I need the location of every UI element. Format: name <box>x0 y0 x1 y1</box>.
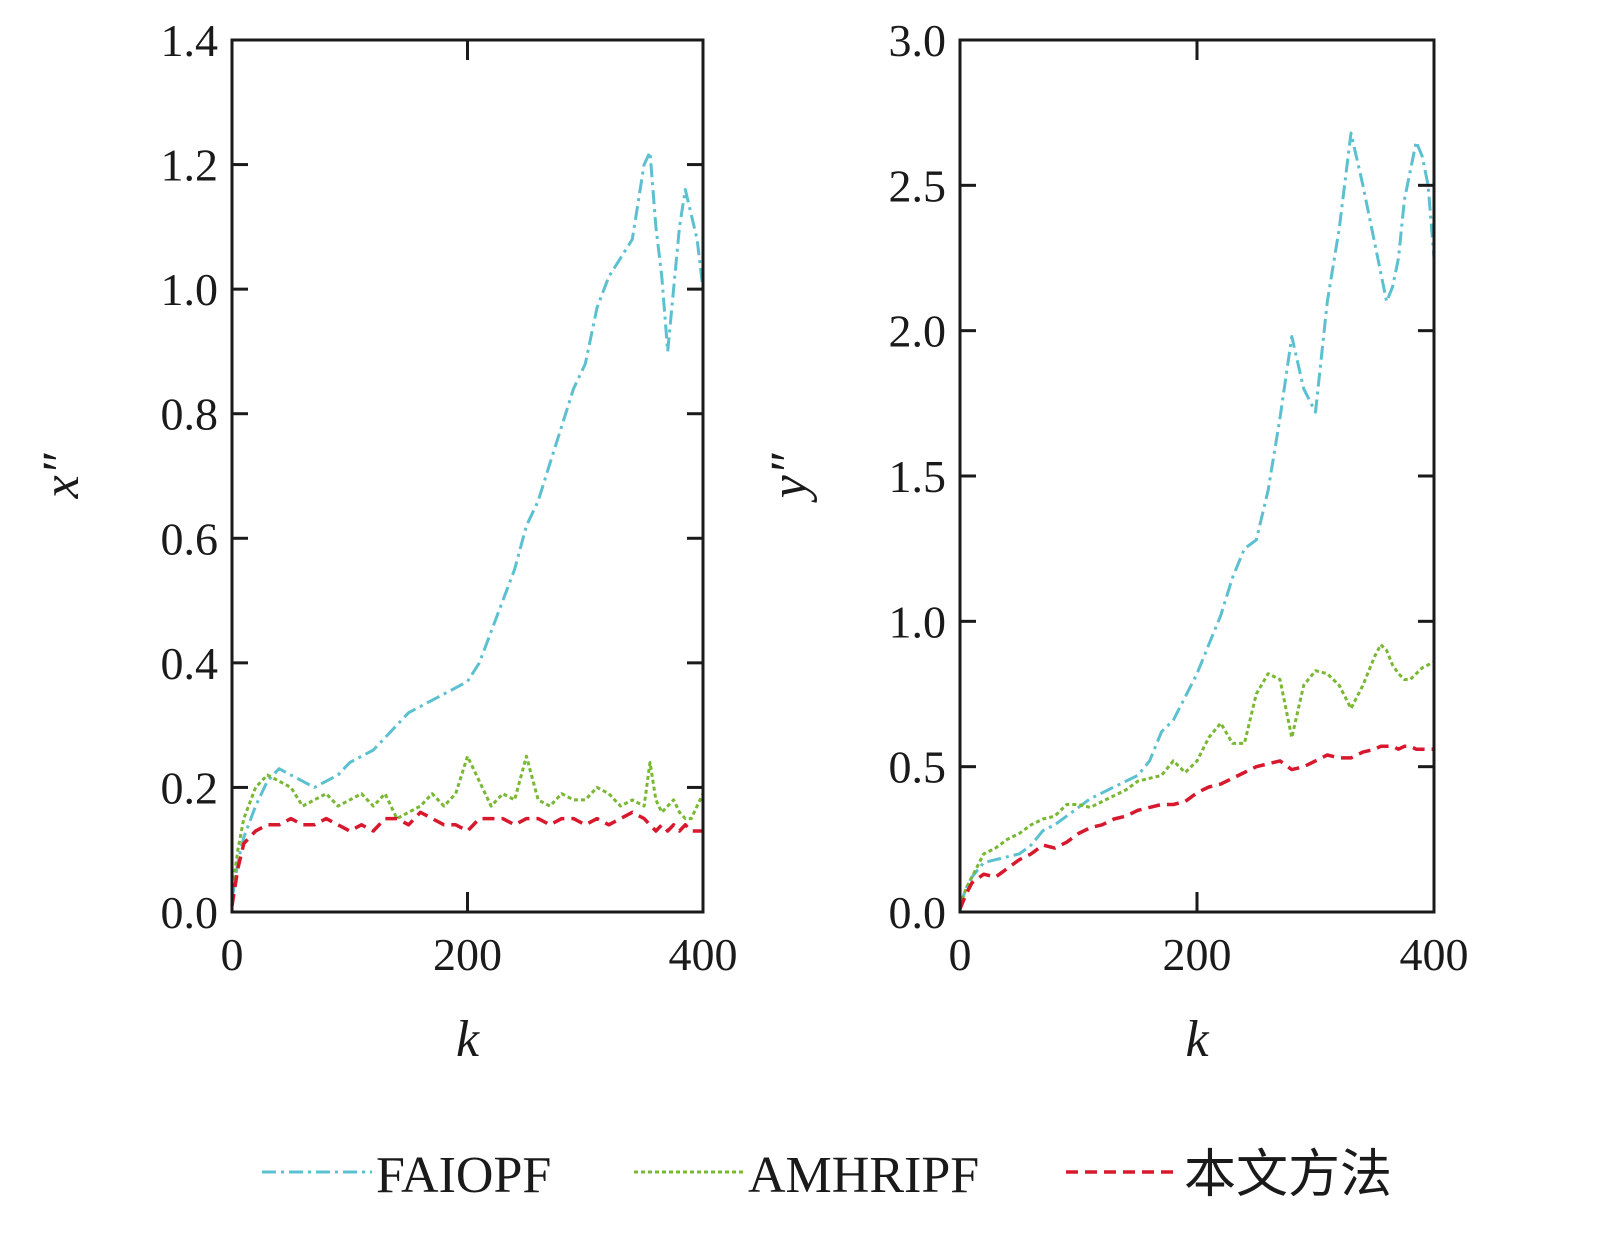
legend-label-amhripf: AMHRIPF <box>748 1147 979 1204</box>
series-line-amhripf <box>958 643 1435 907</box>
y-tick-label: 1.0 <box>889 596 947 647</box>
tick-marks <box>960 40 1434 912</box>
y-tick-labels: 0.0 0.5 1.0 1.5 2.0 2.5 3.0 <box>889 15 947 938</box>
chart-x-double-prime: 0.0 0.2 0.4 0.6 0.8 1.0 1.2 1.4 0 200 400 k x″ <box>33 15 738 1068</box>
x-tick-labels: 0 200 400 <box>221 929 738 980</box>
y-tick-label: 1.5 <box>889 451 947 502</box>
x-tick-label: 0 <box>221 929 244 980</box>
y-tick-label: 0.5 <box>889 742 947 793</box>
y-tick-labels: 0.0 0.2 0.4 0.6 0.8 1.0 1.2 1.4 <box>161 15 219 938</box>
legend-item-faiopf: FAIOPF <box>262 1147 551 1204</box>
y-tick-label: 0.4 <box>161 638 219 689</box>
legend-item-proposed-method: 本文方法 <box>1066 1147 1392 1204</box>
y-tick-label: 0.0 <box>161 887 219 938</box>
x-tick-label: 200 <box>1163 929 1232 980</box>
y-tick-label: 3.0 <box>889 15 947 66</box>
y-tick-label: 2.5 <box>889 160 947 211</box>
y-tick-label: 1.4 <box>161 15 219 66</box>
y-axis-label: y″ <box>761 452 818 503</box>
series-line-faiopf <box>958 131 1436 907</box>
legend-item-amhripf: AMHRIPF <box>634 1147 979 1204</box>
y-tick-label: 0.6 <box>161 513 219 564</box>
legend-label-faiopf: FAIOPF <box>376 1147 551 1204</box>
series-layer <box>958 131 1436 910</box>
series-line-amhripf <box>230 754 705 894</box>
x-axis-label: k <box>456 1011 480 1068</box>
tick-marks <box>232 40 703 912</box>
y-tick-label: 0.8 <box>161 389 219 440</box>
chart-y-double-prime: 0.0 0.5 1.0 1.5 2.0 2.5 3.0 0 200 400 k y″ <box>761 15 1469 1068</box>
series-line-faiopf <box>230 150 705 900</box>
series-line-proposed-method <box>958 744 1434 910</box>
y-tick-label: 1.0 <box>161 264 219 315</box>
y-tick-label: 0.0 <box>889 887 947 938</box>
x-tick-label: 400 <box>1400 929 1469 980</box>
series-layer <box>230 150 705 907</box>
y-tick-label: 2.0 <box>889 306 947 357</box>
plot-frame <box>958 38 1436 914</box>
legend-label-proposed-method: 本文方法 <box>1184 1147 1392 1204</box>
y-tick-label: 1.2 <box>161 140 219 191</box>
legend: FAIOPF AMHRIPF 本文方法 <box>262 1147 1392 1204</box>
y-axis-label: x″ <box>33 452 90 499</box>
x-tick-label: 200 <box>433 929 502 980</box>
x-axis-label: k <box>1185 1011 1209 1068</box>
x-tick-label: 0 <box>949 929 972 980</box>
y-tick-label: 0.2 <box>161 762 219 813</box>
x-tick-label: 400 <box>669 929 738 980</box>
series-line-proposed-method <box>230 810 703 907</box>
x-tick-labels: 0 200 400 <box>949 929 1469 980</box>
